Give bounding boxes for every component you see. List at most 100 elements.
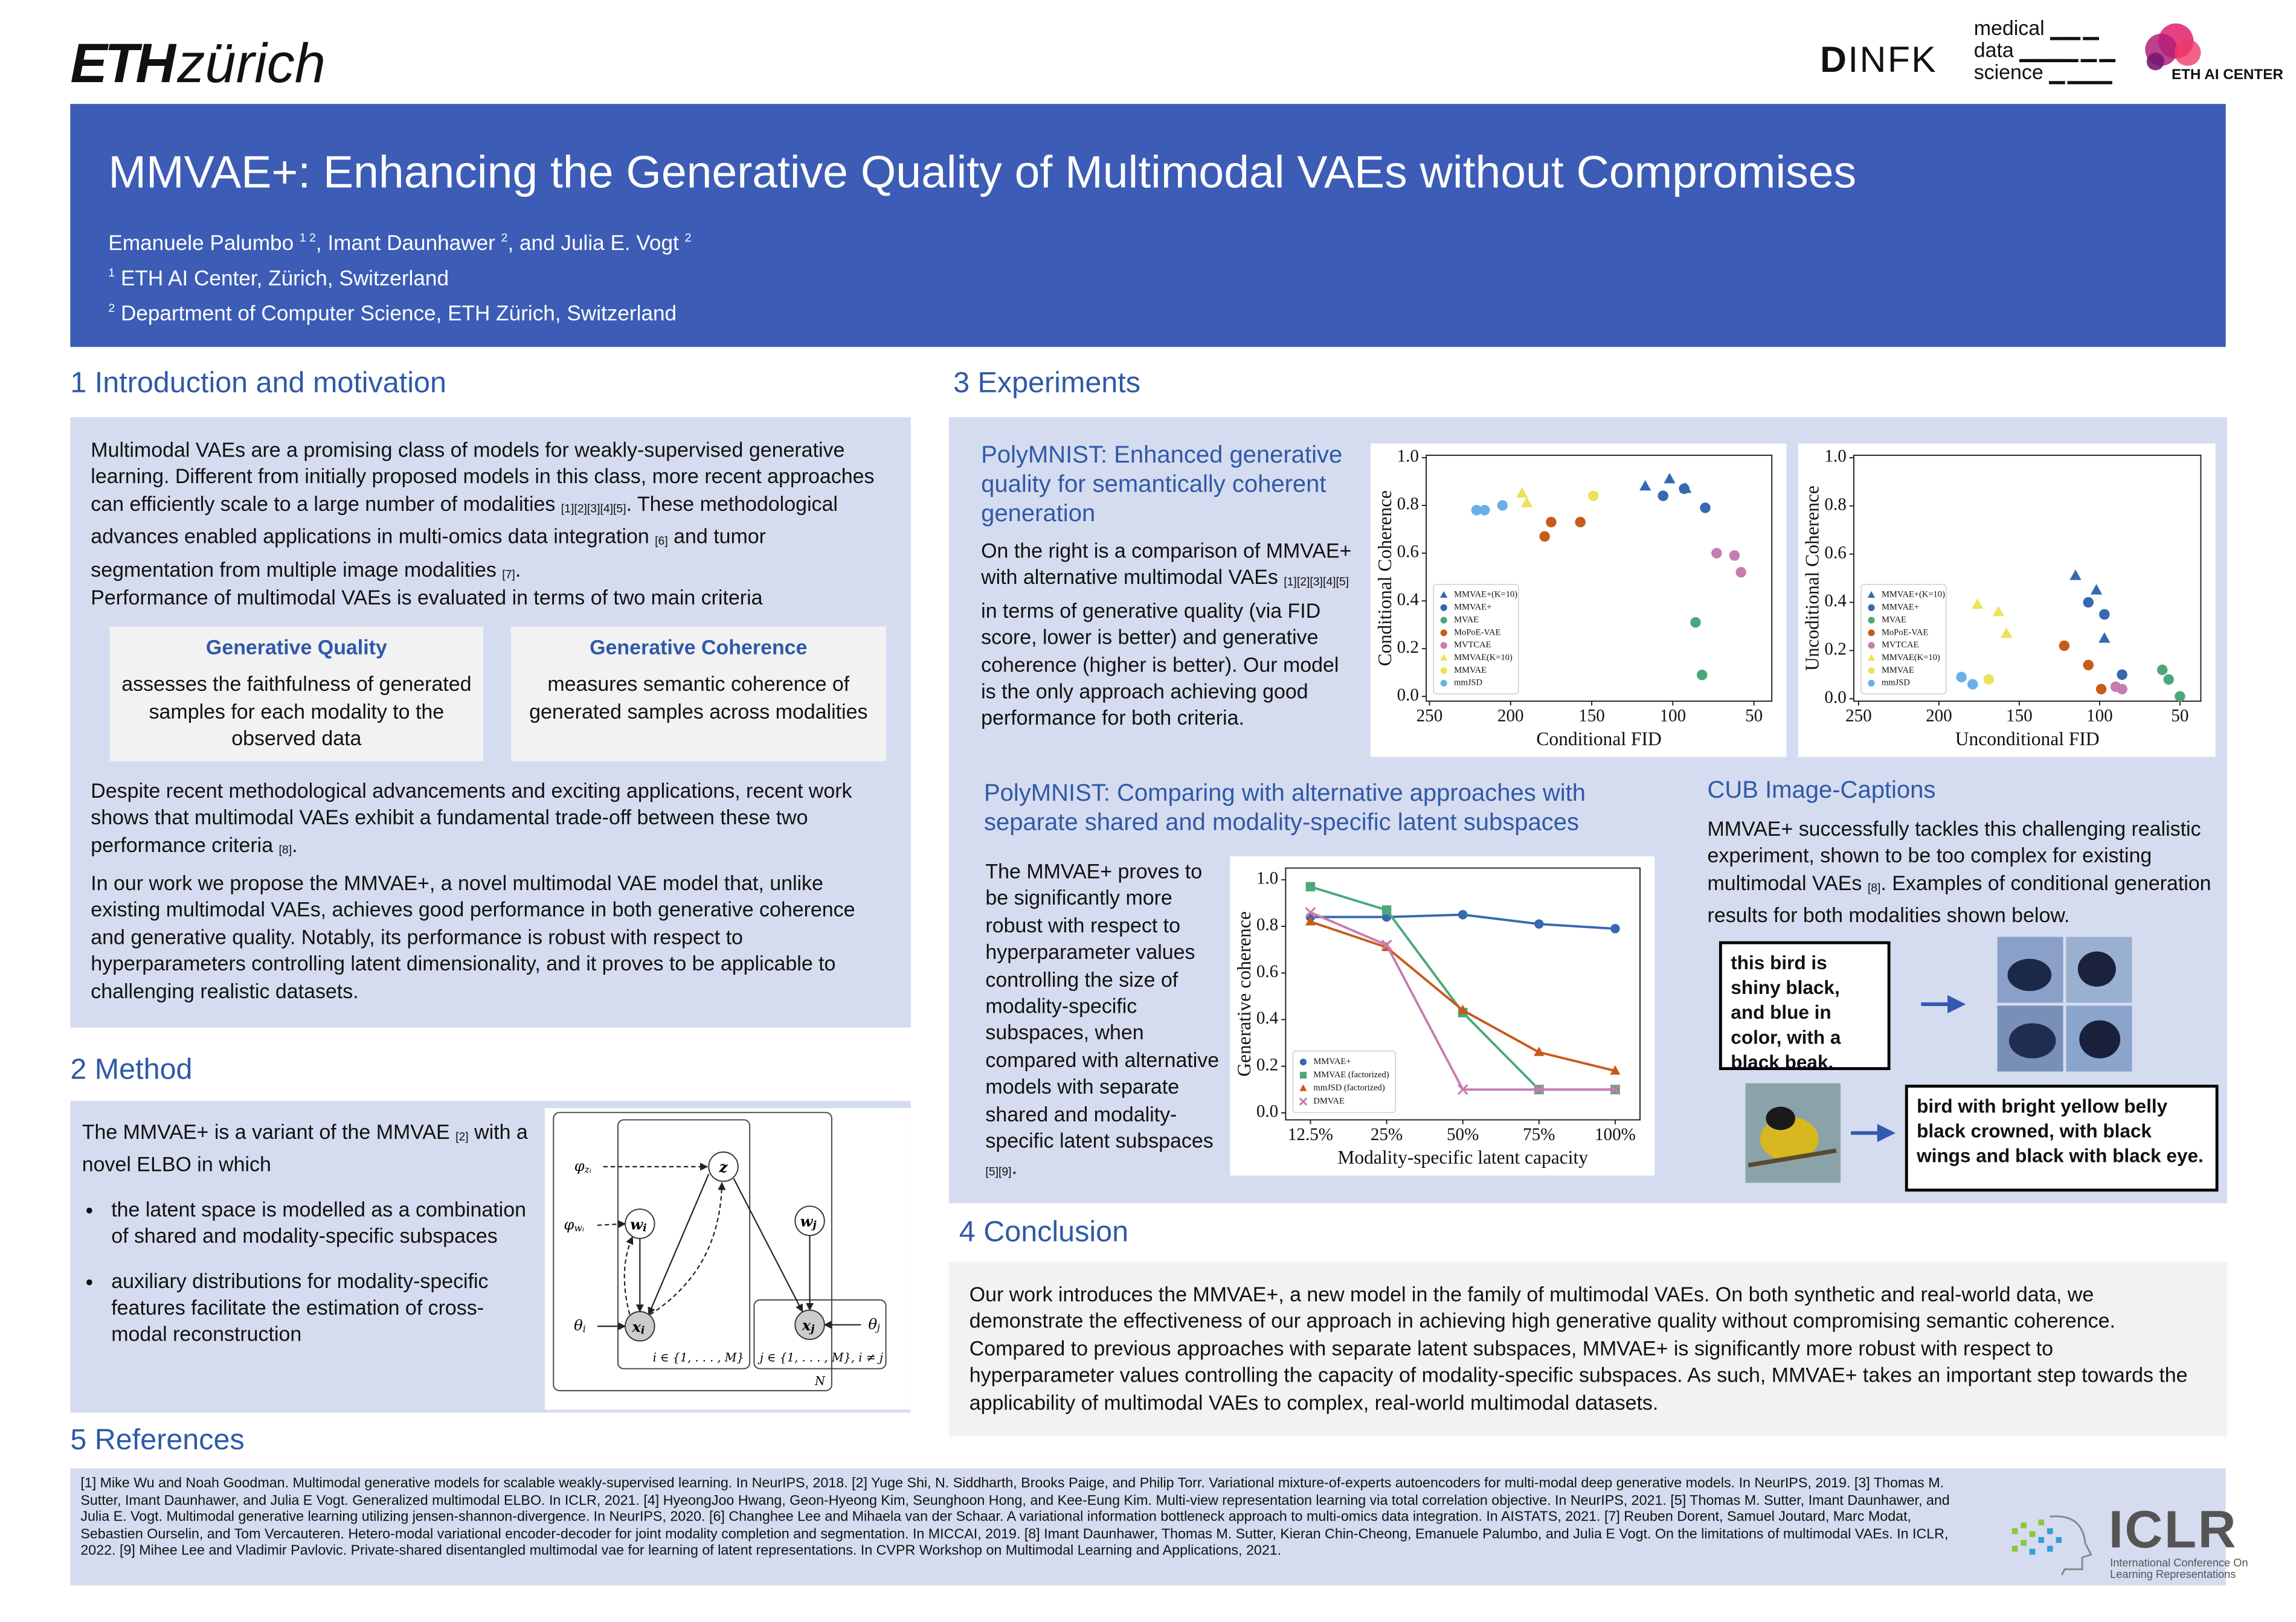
citation: [1][2][3][4][5]	[561, 502, 626, 515]
series	[1305, 906, 1621, 1095]
node-label: w	[630, 1215, 643, 1233]
text-run: Multimodal VAEs are a promising class of…	[91, 437, 875, 515]
marker	[1546, 516, 1557, 528]
chart: 0.0 0.2 0.4 0.6 0.8 1.0 250 200 150 100 50 Conditio…	[1370, 443, 1787, 757]
legend-label: MMVAE+(K=10)	[1454, 590, 1517, 600]
marker	[2098, 632, 2111, 643]
iclr-subtitle: International Conference On Learning Repr…	[2110, 1557, 2248, 1581]
series	[2156, 664, 2185, 702]
marker	[1458, 1004, 1468, 1015]
marker	[1497, 500, 1508, 511]
bullet-list: the latent space is modelled as a combin…	[82, 1196, 536, 1348]
legend-label: mmJSD	[1882, 678, 1910, 688]
series	[1956, 672, 1978, 690]
marker	[1735, 566, 1746, 578]
node-sub: i	[643, 1221, 646, 1233]
logo-text: zürich	[177, 33, 326, 95]
marker	[1440, 591, 1448, 598]
criterion-title: Generative Coherence	[590, 635, 808, 659]
node-label: xj	[802, 1316, 815, 1335]
series	[1471, 500, 1508, 516]
node-sub: j	[811, 1218, 816, 1230]
plot-frame	[1853, 454, 2202, 702]
marker	[1610, 1065, 1621, 1075]
node-label: z	[719, 1158, 728, 1176]
logo-text: science	[1973, 60, 2044, 84]
paragraph: Despite recent methodological advancemen…	[91, 777, 893, 864]
marker	[1972, 598, 1984, 609]
marker	[1575, 516, 1586, 528]
param-sub: j	[875, 1321, 880, 1333]
param-label: φzᵢ	[574, 1157, 591, 1175]
citation: [2]	[455, 1130, 469, 1144]
y-tick-label: 1.0	[1824, 447, 1846, 466]
param-label: θi	[574, 1316, 586, 1335]
marker	[1299, 1071, 1307, 1079]
x-tick-label: 100	[2086, 706, 2113, 725]
marker	[1539, 531, 1550, 542]
marker	[1658, 490, 1668, 501]
y-axis-label: Conditional Coherence	[1374, 490, 1395, 666]
subsection-title: CUB Image-Captions	[1707, 777, 1936, 804]
y-tick-label: 0.2	[1397, 638, 1419, 657]
text-run: in terms of generative quality (via FID …	[981, 598, 1339, 730]
marker	[1440, 604, 1447, 611]
text-run: , and Julia E. Vogt	[507, 232, 685, 256]
y-tick-label: 0.6	[1256, 962, 1278, 981]
series	[2110, 681, 2127, 694]
node-label: wi	[630, 1215, 646, 1233]
citation: [7]	[502, 567, 515, 581]
marker	[1700, 502, 1711, 513]
y-tick-label: 0.4	[1256, 1008, 1279, 1028]
marker	[1305, 906, 1316, 918]
y-tick-label: 0.6	[1397, 542, 1419, 562]
marker	[1534, 919, 1544, 929]
text-run: ETH AI Center, Zürich, Switzerland	[115, 267, 449, 291]
citation: 2	[108, 301, 115, 315]
plate-label: i ∈ {1, . . . , M}	[653, 1351, 744, 1365]
citation: 2	[501, 231, 508, 245]
x-tick-label: 25%	[1371, 1125, 1403, 1144]
series	[2059, 640, 2107, 694]
citation: [6]	[655, 534, 668, 548]
marker	[1868, 629, 1875, 636]
paragraph: Multimodal VAEs are a promising class of…	[91, 436, 893, 588]
marker	[1440, 653, 1448, 661]
text-run: with a novel ELBO in which	[82, 1120, 528, 1176]
citation: 1 2	[299, 231, 316, 245]
legend-box	[1860, 583, 1947, 694]
marker	[1690, 617, 1701, 628]
series	[1972, 598, 2013, 638]
line	[1310, 920, 1616, 1072]
param-label: φwᵢ	[564, 1215, 584, 1233]
x-axis-label: Conditional FID	[1536, 728, 1661, 749]
iclr-logo: ICLR	[2108, 1499, 2238, 1559]
legend-label: MoPoE-VAE	[1882, 627, 1928, 637]
paragraph: On the right is a comparison of MMVAE+ w…	[981, 537, 1359, 732]
node-sub: i	[641, 1324, 645, 1336]
text-run: On the right is a comparison of MMVAE+ w…	[981, 539, 1352, 589]
node-sub: j	[809, 1322, 814, 1335]
criterion-text: assesses the faithfulness of generated s…	[121, 672, 472, 750]
y-axis-label: Generative coherence	[1233, 911, 1255, 1077]
criterion-text: measures semantic coherence of generated…	[529, 672, 868, 723]
paragraph: MMVAE+ successfully tackles this challen…	[1708, 815, 2223, 929]
marker	[2163, 674, 2174, 685]
x-tick-label: 75%	[1523, 1125, 1555, 1144]
y-tick-label: 0.2	[1824, 640, 1846, 659]
marker	[1471, 505, 1482, 516]
logo-text: science ▁ ▁▁▁	[1973, 60, 2112, 84]
marker	[1440, 642, 1447, 649]
marker	[1534, 1047, 1545, 1056]
x-tick-label: 100	[1660, 706, 1687, 725]
logo-text: D	[1820, 39, 1848, 81]
authors: Emanuele Palumbo 1 2, Imant Daunhawer 2,…	[108, 224, 691, 329]
legend-label: MMVAE	[1454, 665, 1487, 675]
node-label: x	[802, 1316, 811, 1334]
marker	[2083, 659, 2094, 670]
marker	[1440, 679, 1447, 687]
marker	[1440, 629, 1447, 636]
marker	[1381, 940, 1392, 950]
citation: [8]	[1867, 880, 1881, 894]
text-run: The MMVAE+ proves to be significantly mo…	[985, 859, 1220, 1152]
